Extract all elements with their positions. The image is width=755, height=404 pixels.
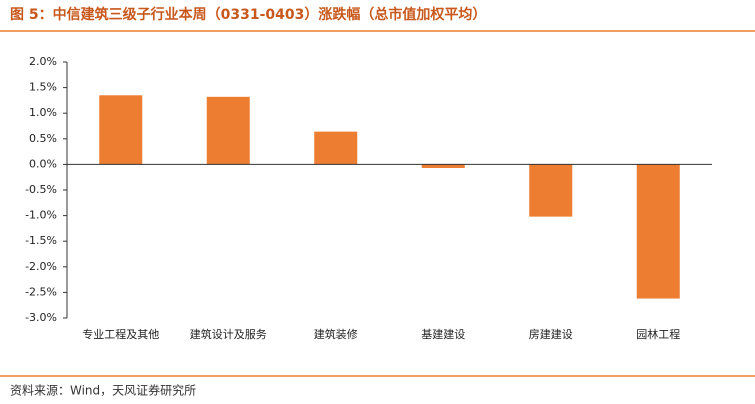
source: 资料来源：Wind，天风证券研究所 [10,383,196,398]
y-tick-label: 2.0% [29,55,57,68]
y-tick-label: -1.5% [25,234,57,247]
y-tick-label: 0.0% [29,157,57,170]
y-tick-label: -1.0% [25,209,57,222]
y-tick-label: 1.0% [29,106,57,119]
bar [421,164,465,168]
x-tick-label: 房建建设 [529,327,573,341]
x-tick-label: 建筑设计及服务 [190,327,267,341]
x-tick-label: 建筑装修 [314,327,358,341]
chart-title: 图 5：中信建筑三级子行业本周（0331-0403）涨跌幅（总市值加权平均） [10,6,486,23]
bar [636,164,680,299]
bar [529,164,573,217]
y-tick-label: -2.5% [25,285,57,298]
x-tick-label: 园林工程 [636,327,680,341]
y-tick-label: -0.5% [25,183,57,196]
y-tick-label: -3.0% [25,311,57,324]
y-tick-label: 0.5% [29,132,57,145]
x-tick-label: 基建建设 [421,327,465,341]
y-tick-label: 1.5% [29,81,57,94]
bar [206,96,250,165]
y-tick-label: -2.0% [25,260,57,273]
bar [99,95,143,165]
x-tick-label: 专业工程及其他 [82,327,159,341]
bar [314,131,358,165]
